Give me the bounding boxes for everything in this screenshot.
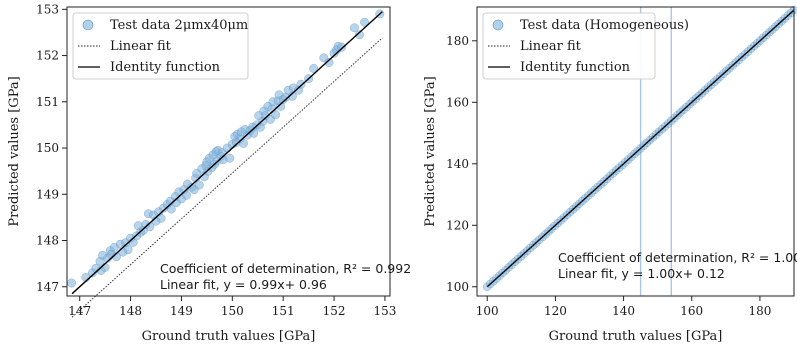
scatter-point: [67, 278, 77, 288]
right-ticks: 100 120 140 160 180 100 120 140 160 180: [446, 34, 771, 318]
right-chart: 100 120 140 160 180 100 120 140 160 180 Ground tr…: [423, 5, 797, 344]
x-tick-label: 152: [323, 304, 346, 318]
scatter-point: [225, 153, 235, 163]
identity-line: [71, 11, 383, 295]
linear-fit-line: [71, 37, 383, 318]
y-tick-label: 140: [446, 157, 469, 171]
y-tick-label: 151: [36, 95, 59, 109]
scatter-point: [249, 128, 259, 138]
right-annotation-fit: Linear fit, y = 1.00x+ 0.12: [558, 266, 725, 281]
y-tick-label: 149: [36, 187, 59, 201]
scatter-point: [337, 42, 347, 52]
left-scatter-points: [67, 9, 385, 288]
right-legend: Test data (Homogeneous) Linear fit Ident…: [482, 12, 689, 80]
left-annotation-r2: Coefficient of determination, R² = 0.992: [160, 261, 411, 276]
scatter-point: [194, 180, 204, 190]
left-legend-marker-test-data: [82, 19, 94, 31]
left-legend-label-test-data: Test data 2μmx40μm: [110, 18, 248, 33]
x-tick-label: 100: [476, 304, 499, 318]
x-tick-label: 140: [612, 304, 635, 318]
left-legend-box: [72, 12, 249, 80]
y-tick-label: 160: [446, 95, 469, 109]
x-tick-label: 149: [170, 304, 193, 318]
right-plot-frame: [476, 6, 795, 297]
x-tick-label: 147: [68, 304, 91, 318]
left-ticks: 147 148 149 150 151 152 153 147 148 149 150 151 152 1…: [36, 2, 396, 318]
y-tick-label: 100: [446, 280, 469, 294]
y-tick-label: 180: [446, 34, 469, 48]
y-tick-label: 152: [36, 49, 59, 63]
right-legend-label-identity: Identity function: [520, 60, 631, 75]
right-annotation-r2: Coefficient of determination, R² = 1.000: [558, 250, 797, 265]
left-annotation-fit: Linear fit, y = 0.99x+ 0.96: [160, 277, 327, 292]
y-tick-label: 153: [36, 2, 59, 16]
left-plot-frame: [66, 6, 391, 297]
scatter-point: [309, 64, 319, 73]
right-legend-label-linear-fit: Linear fit: [520, 39, 582, 54]
x-tick-label: 148: [119, 304, 142, 318]
scatter-point: [156, 213, 166, 223]
right-x-axis-label: Ground truth values [GPa]: [549, 329, 723, 344]
left-x-axis-label: Ground truth values [GPa]: [142, 329, 316, 344]
y-tick-label: 148: [36, 234, 59, 248]
y-tick-label: 120: [446, 218, 469, 232]
left-legend-label-linear-fit: Linear fit: [110, 39, 172, 54]
x-tick-label: 150: [221, 304, 244, 318]
x-tick-label: 160: [680, 304, 703, 318]
y-tick-label: 150: [36, 141, 59, 155]
scatter-point: [239, 138, 248, 148]
scatter-point: [123, 245, 133, 255]
scatter-point: [166, 204, 176, 214]
right-legend-marker-test-data: [492, 19, 504, 31]
left-lines: [71, 11, 383, 318]
right-lines: [486, 9, 795, 288]
right-legend-label-test-data: Test data (Homogeneous): [520, 18, 689, 33]
right-legend-box: [482, 12, 656, 80]
scatter-point: [324, 58, 334, 67]
left-legend-label-identity: Identity function: [110, 60, 221, 75]
x-tick-label: 180: [748, 304, 771, 318]
x-tick-label: 153: [373, 304, 396, 318]
scatter-point: [271, 110, 280, 120]
x-tick-label: 151: [272, 304, 295, 318]
scatter-point: [182, 190, 191, 200]
right-y-axis-label: Predicted values [GPa]: [423, 76, 438, 226]
x-tick-label: 120: [544, 304, 567, 318]
y-tick-label: 147: [36, 280, 59, 294]
identity-line: [486, 9, 795, 288]
left-chart: 147 148 149 150 151 152 153 147 148 149 150 151 152 1…: [7, 2, 411, 344]
scatter-point: [360, 17, 370, 27]
scatter-point: [296, 79, 306, 89]
scatter-point: [355, 30, 364, 40]
left-legend: Test data 2μmx40μm Linear fit Identity f…: [72, 12, 249, 80]
left-y-axis-label: Predicted values [GPa]: [7, 76, 22, 226]
scatter-point: [349, 23, 359, 33]
